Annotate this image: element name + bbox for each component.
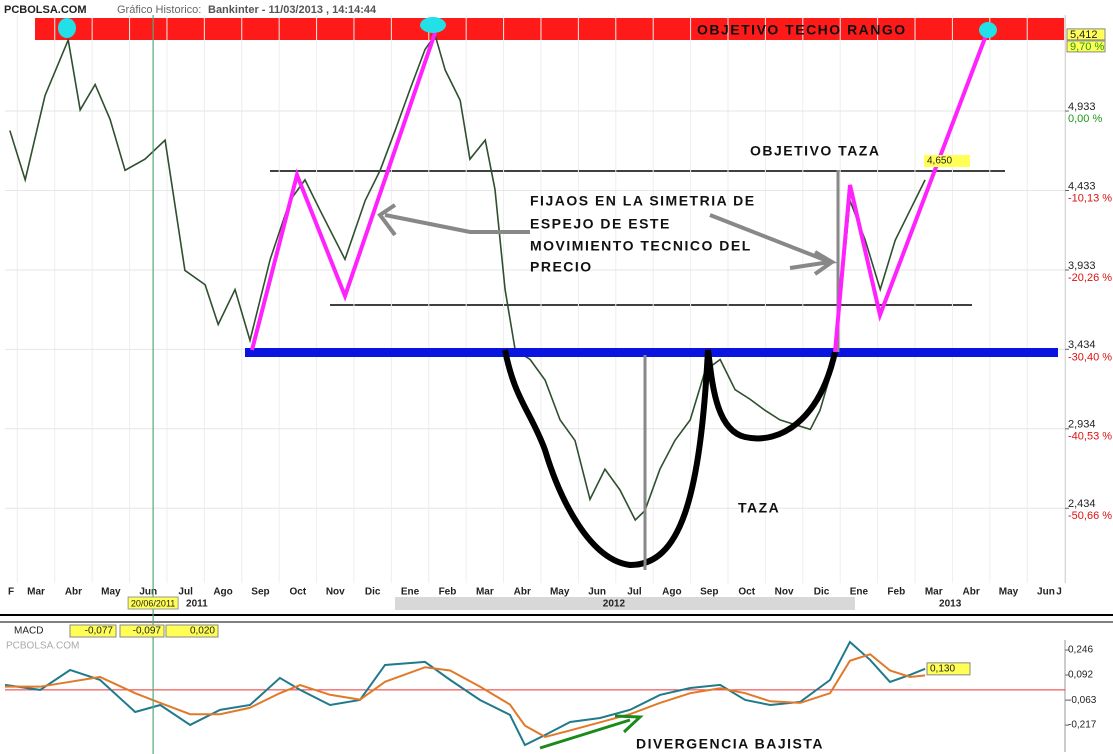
series-line — [5, 653, 926, 738]
x-tick-label: May — [550, 587, 570, 598]
last-value-box — [926, 662, 971, 676]
target-label: 4,650 — [927, 156, 952, 167]
x-tick-label: J — [1056, 587, 1062, 598]
y2-tick-label: -30,40 % — [1068, 351, 1112, 363]
readout-box — [69, 624, 117, 638]
x-tick-label: Oct — [738, 587, 755, 598]
target-box — [924, 155, 970, 168]
x-tick-label: Nov — [775, 587, 794, 598]
y-tick-label: 2,934 — [1068, 419, 1096, 431]
site: PCBOLSA.COM — [4, 4, 87, 16]
x-tick-label: Jun — [588, 587, 606, 598]
year-label: 2013 — [939, 599, 962, 610]
peak-marker — [979, 22, 997, 38]
instrument: Bankinter - 11/03/2013 , 14:14:44 — [208, 4, 377, 16]
last-high-label: 5,412 — [1070, 29, 1098, 41]
annotation: TAZA — [738, 500, 780, 516]
arrow — [539, 714, 644, 750]
readout-box — [119, 624, 165, 638]
readout: 0,020 — [190, 626, 215, 637]
pattern-line — [250, 32, 437, 351]
x-tick-label: Dic — [365, 587, 381, 598]
last-value-label: 0,130 — [930, 663, 955, 674]
date-marker-box — [127, 596, 179, 610]
x-tick-label: May — [101, 587, 121, 598]
x-tick-label: Mar — [925, 587, 943, 598]
last-high-box — [1066, 28, 1106, 41]
x-tick-label: Ene — [850, 587, 869, 598]
range-band — [35, 18, 1065, 40]
year-band — [395, 597, 855, 610]
arrow — [377, 203, 530, 237]
cup-shape — [502, 349, 838, 569]
x-tick-label: Jul — [178, 587, 193, 598]
x-tick-label: Dic — [814, 587, 830, 598]
last-high-pct-label: 9,70 % — [1070, 41, 1104, 53]
y2-tick-label: -10,13 % — [1068, 192, 1112, 204]
y-tick-label: 4,933 — [1068, 101, 1096, 113]
x-tick-label: Ago — [213, 587, 232, 598]
peak-marker — [58, 18, 76, 38]
x-tick-label: Abr — [65, 587, 82, 598]
x-tick-label: Jun — [139, 587, 157, 598]
x-tick-label: Sep — [700, 587, 718, 598]
readout: -0,077 — [85, 626, 114, 637]
x-tick-label: Sep — [251, 587, 269, 598]
annotation: MOVIMIENTO TECNICO DEL — [530, 238, 752, 254]
x-tick-label: May — [999, 587, 1019, 598]
y-tick-label: 0,246 — [1068, 645, 1093, 656]
pattern-line — [833, 29, 990, 353]
year-label: 2012 — [603, 599, 626, 610]
date-marker-label: 20/06/2011 — [131, 598, 175, 608]
annotation: PRECIO — [530, 259, 593, 275]
annotation: OBJETIVO TAZA — [750, 143, 880, 159]
x-tick-label: Abr — [514, 587, 531, 598]
arrow — [709, 213, 838, 276]
annotation: ESPEJO DE ESTE — [530, 216, 671, 232]
peak-marker — [420, 17, 446, 33]
x-tick-label: Ago — [662, 587, 681, 598]
x-tick-label: Nov — [326, 587, 345, 598]
y-tick-label: 0,092 — [1068, 670, 1093, 681]
series-line — [4, 640, 926, 747]
readout: -0,097 — [133, 626, 162, 637]
x-tick-label: Mar — [27, 587, 45, 598]
macd-title: MACD — [14, 626, 43, 637]
y-tick-label: 4,433 — [1068, 180, 1096, 192]
watermark: PCBOLSA.COM — [6, 641, 79, 652]
y-tick-label: 2,434 — [1068, 498, 1096, 510]
readout-box — [165, 624, 219, 638]
annotation: FIJAOS EN LA SIMETRIA DE — [530, 193, 756, 209]
last-high-pct-box — [1066, 40, 1106, 53]
x-tick-label: Jul — [627, 587, 642, 598]
x-tick-label: Mar — [476, 587, 494, 598]
year-label: 2011 — [186, 599, 208, 610]
y2-tick-label: 0,00 % — [1068, 113, 1102, 125]
header-label: Gráfico Historico: — [117, 4, 201, 16]
annotation: OBJETIVO TECHO RANGO — [697, 22, 907, 38]
x-tick-label: Feb — [439, 587, 457, 598]
y-tick-label: 3,434 — [1068, 339, 1096, 351]
annotation: DIVERGENCIA BAJISTA — [636, 736, 824, 752]
x-tick-label: Abr — [963, 587, 980, 598]
support-line — [245, 348, 1058, 357]
x-tick-label: F — [8, 587, 14, 598]
y2-tick-label: -50,66 % — [1068, 510, 1112, 522]
y-tick-label: -0,063 — [1068, 695, 1097, 706]
x-tick-label: Ene — [401, 587, 420, 598]
x-tick-label: Jun — [1037, 587, 1055, 598]
y2-tick-label: -20,26 % — [1068, 272, 1112, 284]
x-tick-label: Feb — [887, 587, 905, 598]
x-tick-label: Oct — [290, 587, 307, 598]
series-line — [9, 33, 926, 522]
y-tick-label: -0,217 — [1068, 720, 1097, 731]
y-tick-label: 3,933 — [1068, 260, 1096, 272]
y2-tick-label: -40,53 % — [1068, 431, 1112, 443]
